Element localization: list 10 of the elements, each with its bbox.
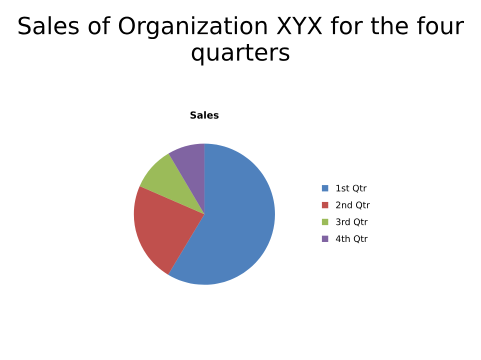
chart-title: Sales of Organization XYX for the four quarters [18,16,464,66]
chart-subtitle: Sales [190,111,219,119]
pie-slice [140,153,204,214]
pie-slice [168,144,275,285]
pie-slice [168,144,204,214]
legend-label: 3rd Qtr [336,218,368,226]
legend-label: 1st Qtr [336,184,367,193]
legend-label: 4th Qtr [336,235,368,244]
legend-label: 2nd Qtr [336,201,370,210]
pie-slice [134,186,204,275]
